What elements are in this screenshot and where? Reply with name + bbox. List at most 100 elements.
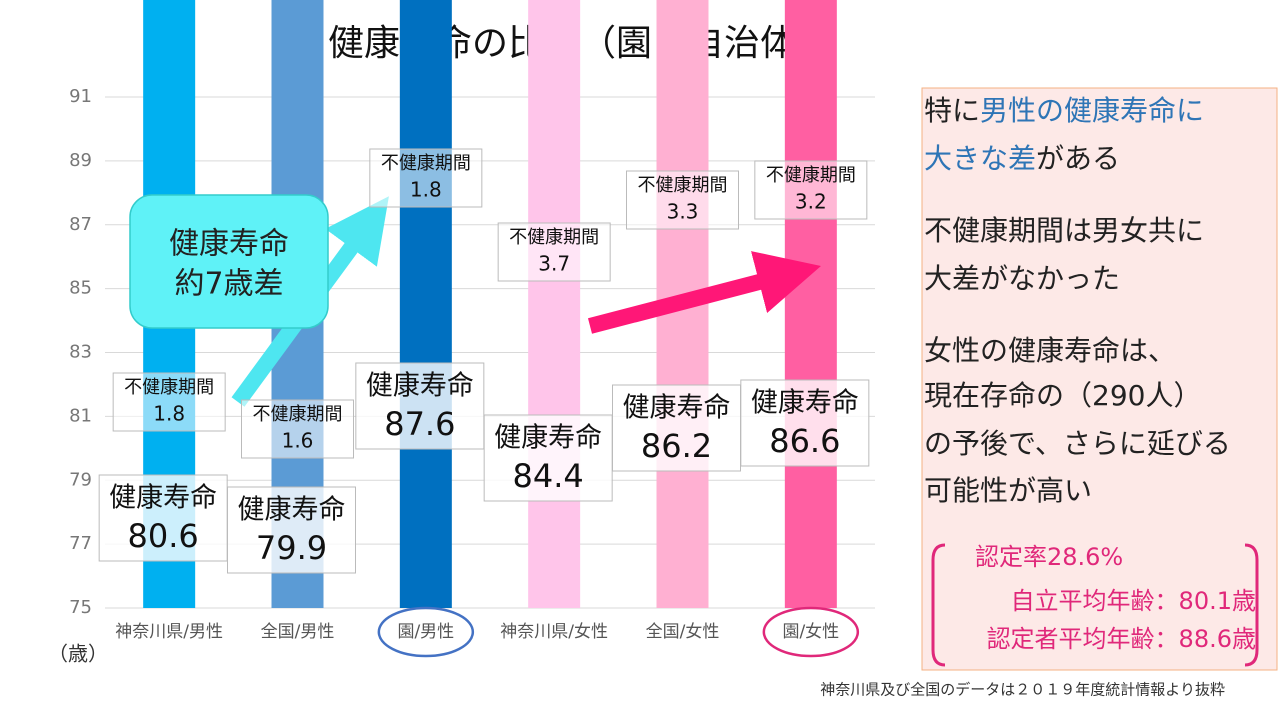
panel-text: 不健康期間は男女共に <box>924 214 1204 247</box>
data-label: 79.9 <box>256 529 327 567</box>
bracket <box>1244 543 1259 667</box>
panel-span: 女性の健康寿命は、 <box>924 334 1176 367</box>
label-box <box>754 160 868 220</box>
data-label: 86.2 <box>641 427 712 465</box>
series-name: 健康寿命 <box>109 483 217 514</box>
label-box <box>369 148 483 208</box>
data-label: 86.6 <box>769 422 840 460</box>
arrow <box>587 251 821 334</box>
side-panel <box>921 87 1278 671</box>
series-name: 不健康期間 <box>124 377 214 398</box>
data-label: 不健康期間 1.6 <box>241 399 354 459</box>
label-box <box>497 222 611 282</box>
panel-text: 大差がなかった <box>924 262 1120 295</box>
data-label: 1.6 <box>282 429 314 453</box>
panel-span: がある <box>1036 142 1120 175</box>
x-tick-label: 園/女性 <box>782 622 839 642</box>
category-circle <box>377 606 475 658</box>
panel-text: の予後で、さらに延びる <box>924 427 1231 460</box>
x-tick-label: 神奈川県/女性 <box>500 622 608 642</box>
x-tick-label: 全国/女性 <box>646 622 720 642</box>
callout-text: 約7歳差 <box>174 267 283 302</box>
data-label: 3.7 <box>538 252 570 276</box>
series-name: 健康寿命 <box>623 393 731 424</box>
x-tick-label: 園/男性 <box>397 622 454 642</box>
cert-text: 自立平均年齢：80.1歳 <box>1011 587 1256 615</box>
cert-text: 認定率28.6% <box>975 543 1123 571</box>
series-name: 不健康期間 <box>381 153 471 174</box>
label-box <box>612 384 741 472</box>
source-note: 神奈川県及び全国のデータは２０１９年度統計情報より抜粋 <box>820 681 1225 699</box>
y-tick-label: 87 <box>69 214 92 235</box>
data-label: 80.6 <box>128 517 199 555</box>
data-label: 不健康期間 3.3 <box>626 170 739 230</box>
panel-text: 可能性が高い <box>924 474 1092 507</box>
panel-text: 現在存命の（290人） <box>924 379 1201 412</box>
bar-segment <box>399 0 452 608</box>
bar-segment <box>784 0 837 608</box>
cert-text: 認定者平均年齢：88.6歳 <box>987 625 1256 653</box>
panel-span: 特に <box>924 94 980 127</box>
data-label: 3.3 <box>667 200 699 224</box>
data-label: 不健康期間 1.8 <box>112 372 226 432</box>
panel-text: 特に男性の健康寿命に <box>924 94 1204 127</box>
label-box <box>112 372 226 432</box>
data-label: 87.6 <box>384 405 455 443</box>
bracket <box>931 543 946 667</box>
label-box <box>626 170 739 230</box>
y-unit: （歳） <box>48 642 108 666</box>
data-label: 不健康期間 3.7 <box>497 222 611 282</box>
label-box <box>98 474 228 562</box>
series-name: 不健康期間 <box>638 175 728 196</box>
label-box <box>740 379 870 467</box>
panel-span: 大きな差 <box>924 142 1036 175</box>
series-name: 健康寿命 <box>238 495 346 526</box>
x-tick-label: 全国/男性 <box>261 622 335 642</box>
y-tick-label: 75 <box>69 597 92 618</box>
callout-box <box>129 194 329 329</box>
category-circle <box>762 606 860 658</box>
y-tick-label: 89 <box>69 150 92 171</box>
panel-span: 大差がなかった <box>924 262 1120 295</box>
series-name: 不健康期間 <box>766 165 856 186</box>
series-name: 健康寿命 <box>366 371 474 402</box>
panel-text: 女性の健康寿命は、 <box>924 334 1176 367</box>
panel-span: の予後で、さらに延びる <box>924 427 1231 460</box>
y-tick-label: 79 <box>69 469 92 490</box>
y-tick-label: 77 <box>69 533 92 554</box>
label-box <box>355 362 485 450</box>
x-tick-label: 神奈川県/男性 <box>115 622 223 642</box>
label-box <box>227 486 356 574</box>
panel-span: 現在存命の（290人） <box>924 379 1201 412</box>
panel-text: 大きな差がある <box>924 142 1120 175</box>
series-name: 不健康期間 <box>509 227 599 248</box>
panel-span: 不健康期間は男女共に <box>924 214 1204 247</box>
data-label: 3.2 <box>795 190 827 214</box>
label-box <box>241 399 354 459</box>
series-name: 健康寿命 <box>751 388 859 419</box>
data-label: 1.8 <box>410 178 442 202</box>
label-box <box>483 414 613 502</box>
y-tick-label: 85 <box>69 278 92 299</box>
bar-segment <box>528 0 581 608</box>
panel-span: 可能性が高い <box>924 474 1092 507</box>
callout-text: 健康寿命 <box>169 227 289 262</box>
series-name: 不健康期間 <box>253 404 343 425</box>
data-label: 不健康期間 1.8 <box>369 148 483 208</box>
y-tick-label: 81 <box>69 405 92 426</box>
data-label: 不健康期間 3.2 <box>754 160 868 220</box>
series-name: 健康寿命 <box>494 423 602 454</box>
y-tick-label: 83 <box>69 342 92 363</box>
data-label: 1.8 <box>153 402 185 426</box>
y-tick-label: 91 <box>69 86 92 107</box>
data-label: 84.4 <box>513 457 584 495</box>
panel-span: 男性の健康寿命に <box>980 94 1204 127</box>
